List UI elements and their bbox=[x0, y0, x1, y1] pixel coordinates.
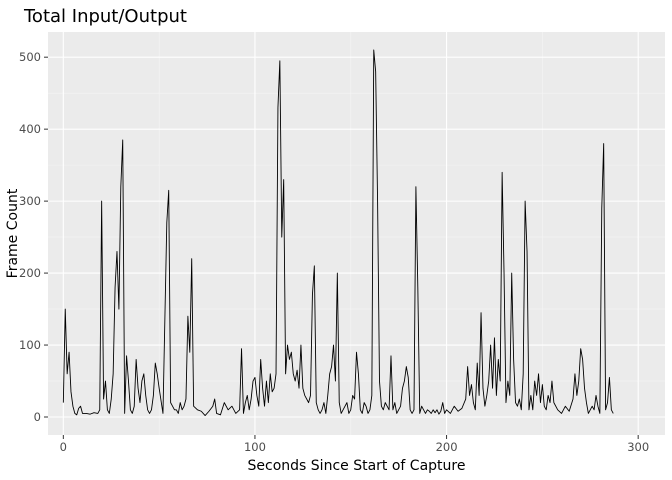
x-tick-label: 100 bbox=[244, 440, 266, 454]
y-axis-title: Frame Count bbox=[5, 188, 21, 278]
major-gridlines bbox=[48, 32, 665, 435]
x-tick-label: 200 bbox=[436, 440, 458, 454]
y-tick-label: 300 bbox=[19, 194, 41, 208]
minor-gridlines bbox=[48, 32, 665, 435]
plot-background bbox=[48, 32, 665, 435]
x-tick-label: 0 bbox=[60, 440, 67, 454]
x-axis-title: Seconds Since Start of Capture bbox=[248, 458, 466, 474]
axis-ticks: 0 100 200 300 0 100 200 300 400 500 bbox=[19, 50, 649, 454]
y-tick-label: 400 bbox=[19, 122, 41, 136]
chart-title: Total Input/Output bbox=[23, 6, 187, 27]
y-tick-label: 500 bbox=[19, 50, 41, 64]
series-line bbox=[62, 49, 614, 417]
y-tick-label: 100 bbox=[19, 338, 41, 352]
y-tick-label: 0 bbox=[34, 410, 41, 424]
x-tick-label: 300 bbox=[627, 440, 649, 454]
y-tick-label: 200 bbox=[19, 266, 41, 280]
series-layer bbox=[62, 49, 614, 417]
